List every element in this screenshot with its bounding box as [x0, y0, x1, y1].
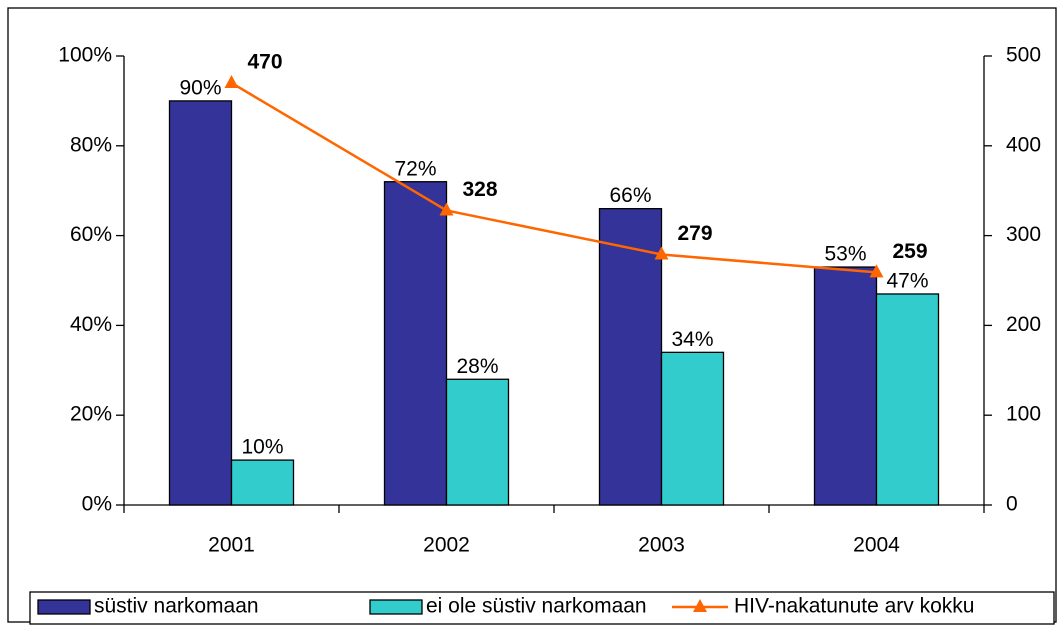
bar [660, 351, 725, 506]
bar [168, 100, 233, 506]
bar-label: 47% [886, 270, 928, 293]
bar [598, 208, 663, 506]
bar-label: 10% [241, 436, 283, 459]
line [230, 81, 877, 274]
x-tick-label: 2003 [638, 534, 685, 557]
line-label: 279 [678, 222, 713, 245]
x-tick-label: 2004 [853, 534, 900, 557]
line-label: 259 [893, 240, 928, 263]
x-tick-label: 2002 [423, 534, 470, 557]
bar [875, 293, 940, 506]
y2-tick-label: 500 [1006, 44, 1041, 67]
line-label: 470 [248, 50, 283, 73]
legend-label: HIV-nakatunute arv kokku [734, 595, 974, 618]
y2-tick-label: 100 [1006, 403, 1041, 426]
y2-tick-label: 400 [1006, 133, 1041, 156]
y2-tick-label: 0 [1006, 493, 1018, 516]
y-tick-label: 0% [82, 493, 112, 516]
y-tick-label: 80% [70, 133, 112, 156]
legend-swatch [37, 599, 91, 615]
y-tick-label: 60% [70, 223, 112, 246]
legend-swatch [369, 599, 423, 615]
line-marker [654, 246, 669, 260]
line-marker [439, 202, 454, 216]
bar-label: 66% [609, 184, 651, 207]
y-tick-label: 20% [70, 403, 112, 426]
line-marker [869, 264, 884, 278]
bar-label: 72% [394, 157, 436, 180]
legend-box [29, 591, 1055, 625]
y2-tick-label: 200 [1006, 313, 1041, 336]
x-tick-label: 2001 [208, 534, 255, 557]
bar-label: 34% [671, 328, 713, 351]
legend-label: ei ole süstiv narkomaan [426, 595, 647, 618]
bar-label: 90% [179, 76, 221, 99]
legend-label: süstiv narkomaan [94, 595, 259, 618]
bar [813, 266, 878, 506]
bar-label: 28% [456, 355, 498, 378]
line-marker [224, 74, 239, 88]
bar [230, 459, 295, 506]
bar [383, 181, 448, 506]
y2-tick-label: 300 [1006, 223, 1041, 246]
y-tick-label: 40% [70, 313, 112, 336]
legend-marker [693, 599, 707, 612]
line-label: 328 [463, 178, 498, 201]
y-tick-label: 100% [58, 44, 112, 67]
bar [445, 378, 510, 506]
bar-label: 53% [824, 243, 866, 266]
